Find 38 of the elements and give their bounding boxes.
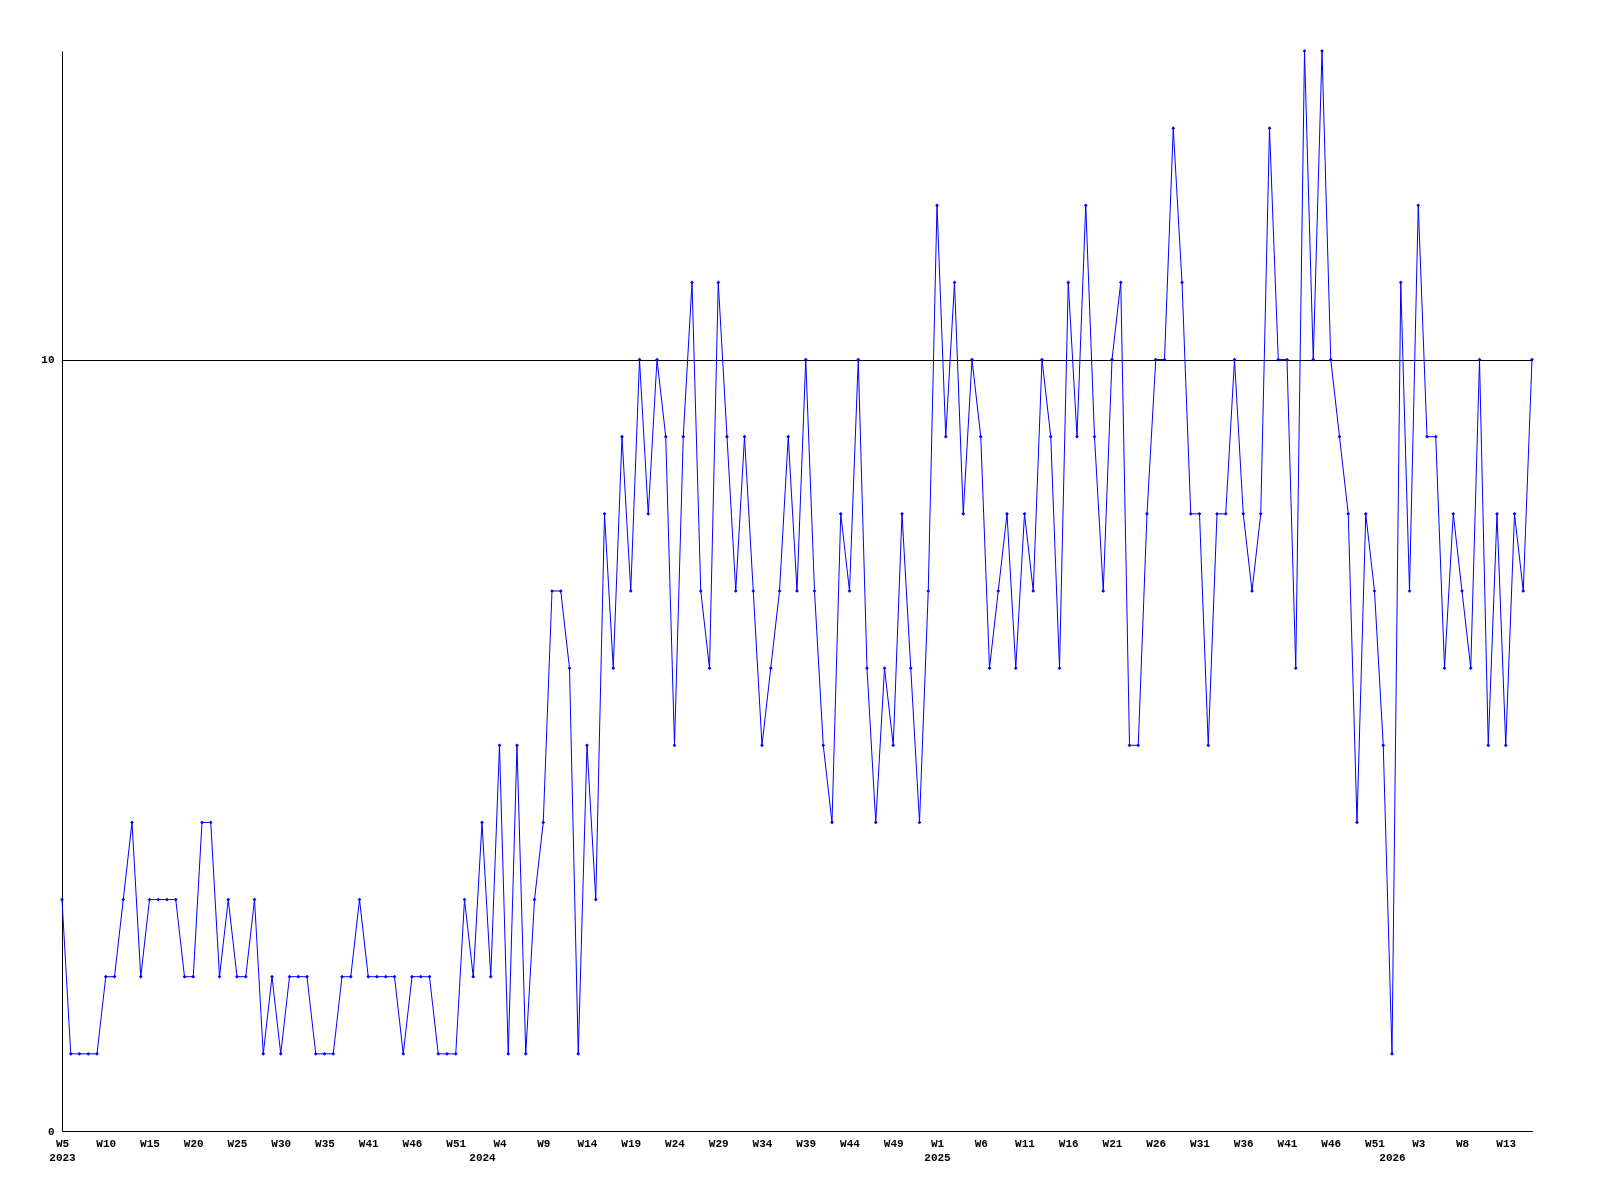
y-tick-label: 0 [47,1125,55,1138]
x-tick-label: W29 [708,1137,729,1150]
x-tick-label: W26 [1146,1137,1167,1150]
y-tick-label: 10 [41,354,55,367]
x-tick-label: W31 [1190,1137,1211,1150]
x-tick-label: W15 [140,1137,161,1150]
x-tick-label: W25 [227,1137,248,1150]
x-tick-label: W36 [1233,1137,1254,1150]
x-tick-label: W10 [96,1137,117,1150]
x-tick-label: W39 [796,1137,817,1150]
x-tick-label: W46 [1321,1137,1342,1150]
x-tick-label: W16 [1058,1137,1079,1150]
x-tick-label: W19 [621,1137,642,1150]
x-tick-label: W14 [577,1137,598,1150]
x-tick-label: W1 2025 [924,1137,952,1164]
x-tick-label: W44 [840,1137,861,1150]
x-tick-label: 2026 [1379,1151,1406,1164]
x-tick-label: W51 [446,1137,467,1150]
x-tick-label: W8 [1455,1137,1470,1150]
x-tick-label: W41 [1277,1137,1298,1150]
x-tick-label: W41 [358,1137,380,1150]
x-tick-label: W30 [271,1137,292,1150]
x-tick-label: W4 [493,1137,507,1150]
x-tick-label: W24 [665,1137,686,1150]
x-tick-label: W46 [402,1137,423,1150]
x-tick-label: W5 2023 [49,1137,77,1164]
x-tick-label: 2024 [469,1151,497,1164]
x-tick-label: W51 [1365,1137,1386,1150]
x-tick-label: W6 [974,1137,988,1150]
x-tick-label: W34 [752,1137,773,1150]
x-tick-label: W13 [1496,1137,1517,1150]
x-tick-label: W20 [183,1137,204,1150]
x-tick-label: W49 [883,1137,904,1150]
x-tick-label: W3 [1412,1137,1426,1150]
x-tick-label: W9 [537,1137,551,1150]
x-tick-label: W35 [315,1137,336,1150]
x-tick-label: W11 [1015,1137,1036,1150]
x-tick-label: W21 [1102,1137,1123,1150]
